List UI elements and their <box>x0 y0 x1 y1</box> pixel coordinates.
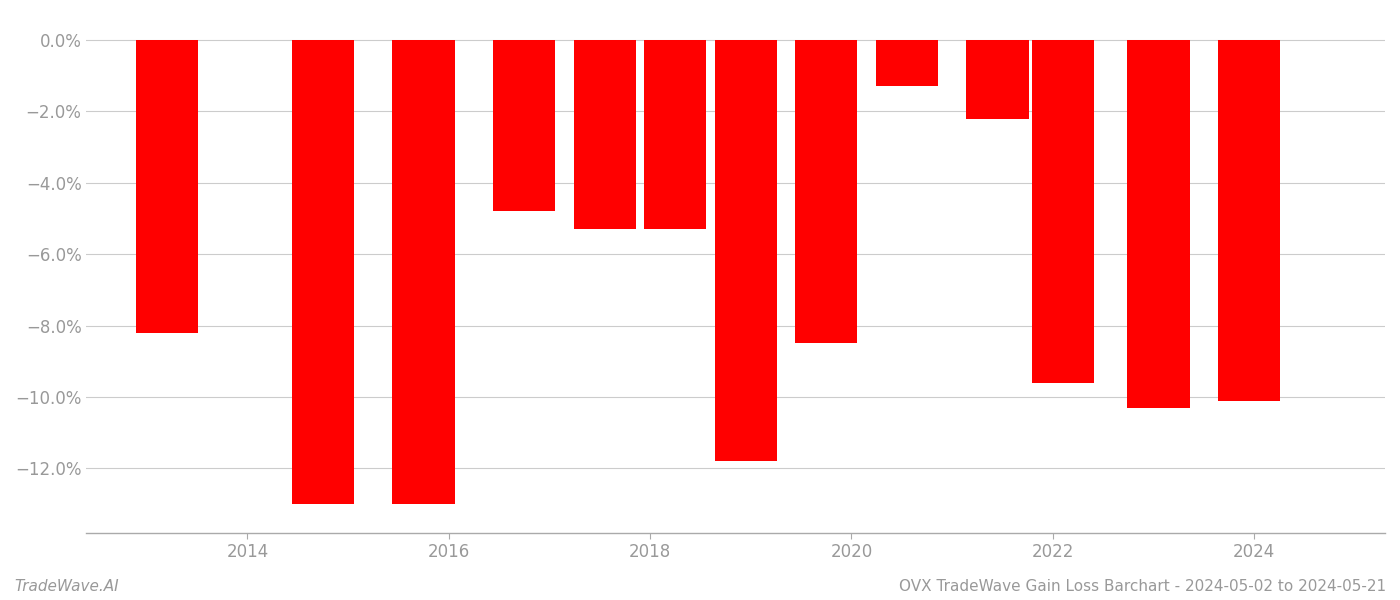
Text: TradeWave.AI: TradeWave.AI <box>14 579 119 594</box>
Bar <box>644 40 707 229</box>
Bar <box>493 40 556 211</box>
Bar <box>574 40 636 229</box>
Bar <box>1218 40 1281 401</box>
Bar <box>875 40 938 86</box>
Bar <box>966 40 1029 119</box>
Bar <box>392 40 455 504</box>
Text: OVX TradeWave Gain Loss Barchart - 2024-05-02 to 2024-05-21: OVX TradeWave Gain Loss Barchart - 2024-… <box>899 579 1386 594</box>
Bar <box>291 40 354 504</box>
Bar <box>1032 40 1093 383</box>
Bar <box>714 40 777 461</box>
Bar <box>795 40 857 343</box>
Bar <box>1127 40 1190 407</box>
Bar <box>136 40 199 332</box>
